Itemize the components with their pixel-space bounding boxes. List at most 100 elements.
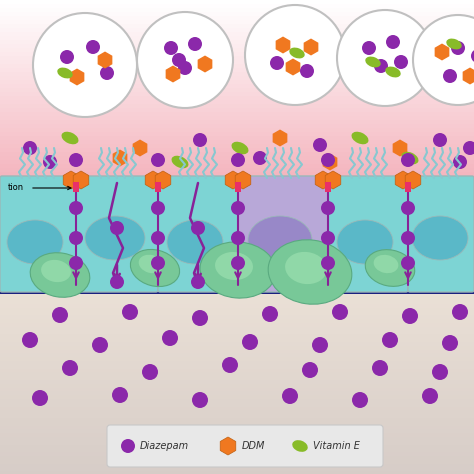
Bar (0, 395, 474, 399)
Circle shape (352, 392, 368, 408)
Circle shape (43, 155, 57, 169)
Circle shape (321, 201, 335, 215)
Circle shape (60, 50, 74, 64)
Bar (0, 354, 474, 357)
Bar (0, 68, 474, 73)
Bar (0, 300, 474, 304)
Ellipse shape (385, 66, 401, 77)
Bar (0, 380, 474, 384)
Bar (0, 124, 474, 128)
Bar (0, 100, 474, 104)
Ellipse shape (292, 440, 308, 452)
Bar (0, 342, 474, 346)
Circle shape (362, 41, 376, 55)
Circle shape (193, 133, 207, 147)
Circle shape (23, 141, 37, 155)
FancyBboxPatch shape (328, 176, 408, 292)
FancyBboxPatch shape (408, 176, 474, 292)
Bar (0, 192, 474, 197)
Bar (0, 407, 474, 410)
Circle shape (122, 304, 138, 320)
Bar (0, 20, 474, 25)
Bar (0, 8, 474, 12)
Ellipse shape (30, 253, 90, 297)
Circle shape (402, 308, 418, 324)
Bar (0, 292, 474, 297)
Bar (0, 28, 474, 33)
Bar (0, 365, 474, 369)
Circle shape (253, 151, 267, 165)
Ellipse shape (412, 216, 468, 260)
Circle shape (188, 37, 202, 51)
Circle shape (86, 40, 100, 54)
Bar (0, 330, 474, 335)
Circle shape (151, 153, 165, 167)
Bar (0, 357, 474, 361)
Circle shape (374, 59, 388, 73)
Ellipse shape (215, 252, 253, 280)
Bar (0, 84, 474, 89)
Bar (325, 182, 331, 192)
Bar (0, 160, 474, 164)
Bar (0, 445, 474, 448)
Bar (0, 289, 474, 293)
Circle shape (164, 41, 178, 55)
Ellipse shape (172, 156, 189, 168)
Bar (0, 414, 474, 418)
Bar (0, 448, 474, 452)
Bar (0, 384, 474, 388)
Text: Diazepam: Diazepam (140, 441, 189, 451)
Ellipse shape (285, 252, 327, 284)
Ellipse shape (130, 249, 180, 287)
Circle shape (432, 364, 448, 380)
Circle shape (191, 221, 205, 235)
Circle shape (386, 35, 400, 49)
Ellipse shape (352, 132, 368, 144)
Bar (0, 376, 474, 380)
Bar (0, 116, 474, 120)
Circle shape (451, 41, 465, 55)
Ellipse shape (57, 68, 73, 78)
Bar (0, 72, 474, 76)
Bar (0, 399, 474, 403)
Circle shape (401, 231, 415, 245)
Circle shape (62, 360, 78, 376)
Bar (0, 64, 474, 69)
Bar (0, 88, 474, 92)
Bar (0, 24, 474, 28)
Circle shape (100, 66, 114, 80)
Bar (0, 323, 474, 327)
Bar (0, 224, 474, 228)
Bar (0, 188, 474, 192)
Bar (0, 108, 474, 112)
Circle shape (32, 390, 48, 406)
Bar (0, 172, 474, 176)
Circle shape (372, 360, 388, 376)
Ellipse shape (7, 220, 63, 264)
Bar (0, 315, 474, 319)
Bar (0, 285, 474, 289)
Circle shape (192, 392, 208, 408)
Circle shape (433, 133, 447, 147)
Bar (0, 184, 474, 189)
Circle shape (401, 153, 415, 167)
Bar (0, 350, 474, 354)
Circle shape (471, 49, 474, 63)
FancyBboxPatch shape (107, 425, 383, 467)
Bar (0, 388, 474, 392)
Circle shape (142, 364, 158, 380)
Ellipse shape (365, 56, 381, 67)
Circle shape (33, 13, 137, 117)
Bar (0, 32, 474, 36)
Text: DDM: DDM (242, 441, 265, 451)
Bar (0, 56, 474, 61)
Circle shape (231, 201, 245, 215)
FancyBboxPatch shape (158, 176, 238, 292)
Bar (0, 460, 474, 464)
Circle shape (92, 337, 108, 353)
Circle shape (69, 256, 83, 270)
Bar (0, 128, 474, 133)
Circle shape (321, 231, 335, 245)
Circle shape (192, 310, 208, 326)
Bar (0, 232, 474, 237)
